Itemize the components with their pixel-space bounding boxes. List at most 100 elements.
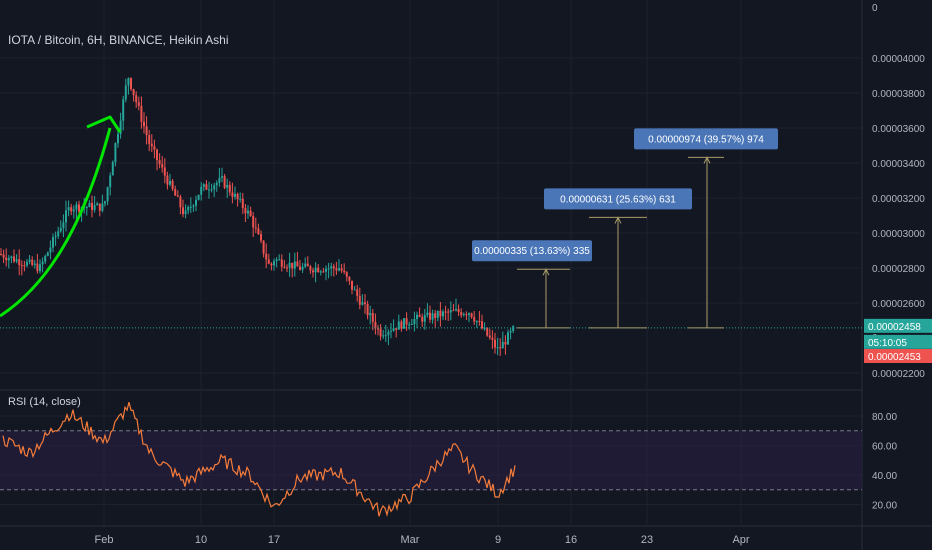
candle-up	[369, 312, 372, 316]
candle-up	[210, 189, 213, 191]
candle-up	[106, 187, 109, 202]
measure-label-box	[634, 128, 778, 150]
candle-down	[457, 308, 460, 313]
candle-down	[371, 312, 374, 322]
candle-up	[509, 330, 512, 333]
candle-down	[447, 311, 450, 313]
candle-down	[358, 295, 361, 305]
candle-up	[403, 318, 405, 329]
candle-up	[416, 314, 418, 320]
candle-up	[410, 324, 413, 326]
candle-up	[54, 236, 57, 238]
candle-down	[205, 184, 208, 190]
candle-down	[494, 339, 496, 348]
time-label: Feb	[95, 534, 114, 546]
candle-up	[96, 203, 99, 206]
candle-up	[41, 261, 44, 265]
candle-down	[421, 317, 424, 322]
candle-down	[135, 95, 138, 103]
candle-down	[470, 313, 473, 318]
candle-up	[442, 311, 444, 317]
candle-up	[325, 268, 327, 272]
candle-down	[351, 280, 353, 290]
candle-up	[496, 347, 499, 349]
chart-title: IOTA / Bitcoin, 6H, BINANCE, Heikin Ashi	[8, 33, 229, 47]
candle-down	[163, 167, 166, 176]
candle-up	[114, 143, 117, 163]
candle-down	[150, 143, 153, 147]
candle-down	[439, 310, 442, 317]
candle-up	[124, 85, 127, 100]
candle-down	[153, 146, 156, 150]
price-axis-top-label: 0	[872, 3, 878, 14]
candle-up	[301, 266, 304, 270]
rsi-panel	[0, 401, 862, 518]
measure-arrowhead	[542, 268, 550, 276]
candle-down	[236, 193, 239, 200]
candle-up	[169, 180, 171, 185]
candle-up	[101, 203, 104, 211]
candle-down	[161, 164, 164, 168]
current-price-tag: 0.00002458	[868, 322, 921, 333]
candle-down	[145, 126, 148, 136]
candle-up	[338, 268, 340, 271]
candle-down	[400, 321, 403, 329]
candle-down	[460, 312, 463, 316]
price-tick-label: 0.00003400	[872, 159, 925, 170]
measure-label-box	[472, 240, 592, 262]
candle-down	[166, 175, 169, 185]
measure-arrowhead	[614, 216, 622, 224]
candle-up	[85, 207, 88, 209]
measure-arrowhead	[703, 156, 711, 164]
candle-down	[174, 188, 177, 196]
candle-up	[218, 177, 221, 183]
countdown-tag-bg	[864, 334, 932, 349]
candle-down	[270, 263, 273, 266]
candle-down	[465, 314, 468, 316]
candle-up	[423, 315, 426, 322]
rsi-tick-label: 80.00	[872, 412, 897, 423]
candle-down	[478, 321, 481, 323]
measure-label: 0.00000974 (39.57%) 974	[648, 134, 764, 145]
candle-down	[418, 314, 421, 318]
candle-up	[72, 209, 75, 212]
candle-up	[426, 312, 429, 316]
candle-up	[327, 268, 330, 270]
candle-down	[332, 266, 335, 269]
candle-up	[65, 210, 67, 223]
candle-up	[330, 266, 333, 269]
candle-down	[429, 312, 431, 320]
time-label: 17	[268, 534, 280, 546]
candle-down	[481, 321, 483, 329]
last-price-tag: 0.00002453	[868, 352, 921, 363]
candle-down	[343, 270, 346, 273]
candle-down	[148, 135, 151, 144]
candle-down	[143, 121, 145, 127]
candle-down	[0, 254, 2, 255]
candle-down	[156, 149, 158, 161]
candle-down	[452, 310, 455, 312]
candle-up	[62, 222, 65, 229]
candle-up	[314, 267, 317, 273]
candle-down	[322, 271, 325, 273]
candle-down	[179, 196, 182, 208]
candle-down	[98, 203, 101, 211]
candle-down	[379, 328, 382, 337]
last-price-tag-bg	[864, 349, 932, 363]
measure-label: 0.00000335 (13.63%) 335	[474, 246, 590, 257]
candle-down	[244, 208, 247, 214]
candle-down	[137, 102, 140, 106]
candles	[0, 77, 515, 356]
candle-down	[2, 254, 5, 258]
candle-down	[20, 265, 23, 267]
candle-up	[28, 259, 31, 262]
candle-up	[187, 207, 190, 211]
candle-up	[208, 189, 210, 191]
candle-up	[512, 326, 515, 331]
candle-down	[260, 234, 262, 241]
candle-down	[130, 78, 132, 90]
candle-up	[195, 199, 197, 206]
candle-up	[104, 201, 106, 204]
candle-down	[265, 253, 268, 260]
